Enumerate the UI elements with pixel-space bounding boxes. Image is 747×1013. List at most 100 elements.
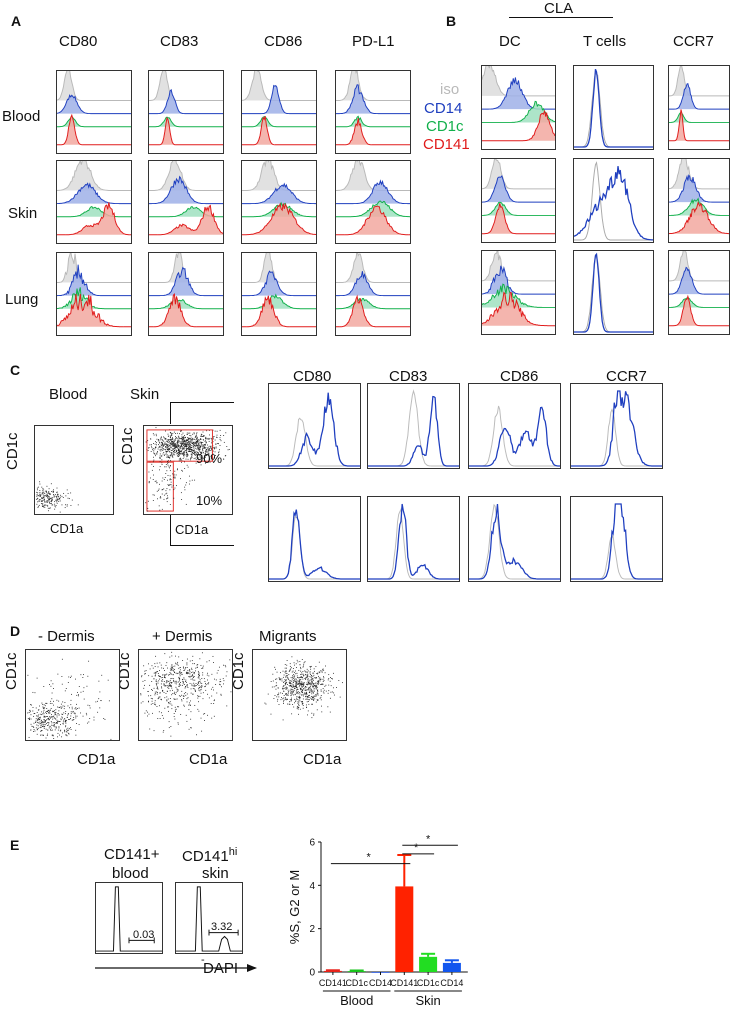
- d-scatter-minus-dermis: [25, 649, 120, 741]
- c-histogram: [367, 496, 460, 582]
- d-xlabel: CD1a: [303, 751, 342, 768]
- e-hist2-value: 3.32: [211, 921, 233, 933]
- y-axis-label: %S, G2 or M: [287, 870, 302, 944]
- c-histogram: [268, 383, 361, 469]
- c-histogram: [468, 383, 561, 469]
- y-tick-label: 6: [309, 838, 315, 849]
- e-hist2-title: CD141hi: [182, 846, 238, 865]
- a-histogram: [335, 70, 411, 154]
- significance-marker: *: [426, 833, 431, 845]
- d-xlabel: CD1a: [189, 751, 228, 768]
- bar: [347, 971, 366, 972]
- y-tick-label: 4: [309, 881, 315, 892]
- b-ccr7-histogram: [668, 250, 730, 335]
- e-hist1-value: 0.03: [133, 929, 155, 941]
- e-dapi-hist-skin: [175, 882, 243, 954]
- e-hist1-subtitle: blood: [112, 865, 149, 882]
- legend-cd1c: CD1c: [426, 118, 464, 135]
- a-histogram: [148, 160, 224, 244]
- c-hist-header: CD80: [293, 368, 332, 385]
- a-col-header: CD86: [264, 33, 303, 50]
- d-title: - Dermis: [38, 628, 95, 645]
- c-gate-connector: [170, 402, 171, 424]
- b-dc-histogram: [481, 250, 556, 335]
- a-row-label: Lung: [5, 291, 39, 308]
- d-ylabel: CD1c: [3, 652, 20, 690]
- d-title: Migrants: [259, 628, 317, 645]
- c-gate-connector: [170, 545, 234, 546]
- bar: [442, 962, 461, 972]
- e-dapi-label: DAPI: [203, 960, 239, 977]
- a-histogram: [241, 160, 317, 244]
- panel-label-a: A: [11, 13, 22, 29]
- a-histogram: [56, 70, 132, 154]
- b-ccr7-histogram: [668, 65, 730, 150]
- panel-label-e: E: [10, 837, 20, 853]
- c-histogram: [367, 383, 460, 469]
- a-col-header: PD-L1: [352, 33, 395, 50]
- e-dapi-hist-blood: [95, 882, 163, 954]
- y-tick-label: 0: [309, 968, 315, 979]
- cla-bracket-line: [509, 17, 613, 18]
- cla-label: CLA: [544, 0, 574, 17]
- category-label: CD1c: [345, 978, 368, 988]
- a-col-header: CD80: [59, 33, 98, 50]
- a-histogram: [148, 70, 224, 154]
- a-histogram: [241, 252, 317, 336]
- significance-marker: *: [414, 842, 419, 854]
- c-blood-scatter: [34, 425, 114, 515]
- category-label: CD14: [369, 978, 392, 988]
- c-histogram: [570, 496, 663, 582]
- e-minus-sign: -: [201, 954, 205, 966]
- d-xlabel: CD1a: [77, 751, 116, 768]
- b-ccr7-histogram: [668, 158, 730, 243]
- b-col-header: DC: [499, 33, 521, 50]
- c-ylabel: CD1c: [4, 432, 21, 470]
- c-gate-low-pct: 10%: [196, 493, 223, 508]
- b-tcell-histogram: [573, 158, 654, 243]
- c-blood-title: Blood: [49, 386, 88, 403]
- a-histogram: [241, 70, 317, 154]
- category-label: CD1c: [417, 978, 440, 988]
- d-title: + Dermis: [152, 628, 213, 645]
- c-histogram: [570, 383, 663, 469]
- b-tcell-histogram: [573, 250, 654, 335]
- c-gate-connector: [170, 402, 234, 403]
- b-dc-histogram: [481, 65, 556, 150]
- a-histogram: [335, 160, 411, 244]
- a-col-header: CD83: [160, 33, 199, 50]
- b-col-header: T cells: [583, 33, 627, 50]
- b-dc-histogram: [481, 158, 556, 243]
- category-label: CD14: [440, 978, 463, 988]
- d-scatter-plus-dermis: [138, 649, 233, 741]
- panel-label-d: D: [10, 623, 21, 639]
- c-histogram: [268, 496, 361, 582]
- a-row-label: Skin: [8, 205, 38, 222]
- significance-marker: *: [366, 852, 371, 864]
- a-row-label: Blood: [2, 108, 41, 125]
- a-histogram: [335, 252, 411, 336]
- e-hist2-subtitle: skin: [202, 865, 229, 882]
- c-skin-scatter: [143, 425, 233, 515]
- group-label: Skin: [415, 993, 440, 1008]
- legend-iso: iso: [440, 81, 460, 98]
- c-gate-high-pct: 90%: [196, 451, 223, 466]
- e-hist1-title: CD141+: [104, 846, 160, 863]
- d-scatter-migrants: [252, 649, 347, 741]
- group-label: Blood: [340, 993, 373, 1008]
- bar: [419, 956, 438, 972]
- category-label: CD141: [390, 978, 418, 988]
- d-ylabel: CD1c: [230, 652, 247, 690]
- category-label: CD141: [319, 978, 347, 988]
- c-hist-header: CD83: [389, 368, 428, 385]
- c-hist-header: CCR7: [606, 368, 647, 385]
- panel-label-b: B: [446, 13, 457, 29]
- legend-cd141: CD141: [423, 136, 470, 153]
- a-histogram: [148, 252, 224, 336]
- panel-label-c: C: [10, 362, 21, 378]
- a-histogram: [56, 252, 132, 336]
- c-gate-connector: [170, 515, 171, 545]
- b-col-header: CCR7: [673, 33, 714, 50]
